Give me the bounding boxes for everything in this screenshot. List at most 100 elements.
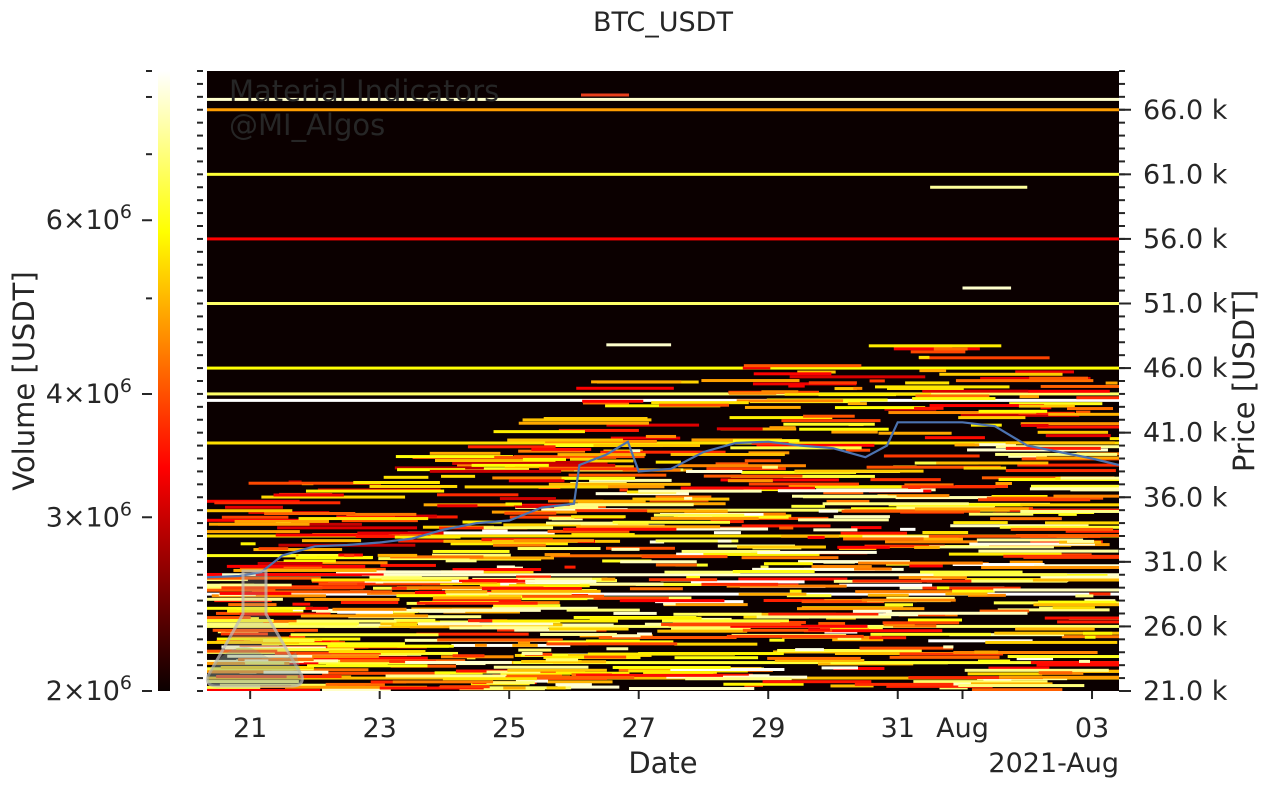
heat-cell [971,688,1063,691]
heat-cell [663,602,676,606]
heat-cell [1057,620,1119,624]
heat-cell [579,582,664,586]
heat-cell [394,535,461,539]
heat-cell [684,496,693,500]
heat-cell [727,479,773,483]
heat-cell [789,375,926,379]
heat-cell [571,515,626,519]
heat-cell [882,621,960,625]
heat-cell [939,372,1063,376]
heat-cell [1034,564,1119,568]
heat-cell [671,627,751,631]
heat-cell [899,652,1004,656]
heat-cell [853,386,863,390]
heat-cell [802,495,897,499]
heat-cell [777,489,924,493]
heat-cell [611,547,640,551]
heat-cell [493,665,589,669]
heat-cell [977,498,1091,502]
heat-cell [493,430,585,434]
heat-cell [238,658,314,662]
heat-cell [445,590,488,594]
heat-cell [549,627,629,631]
heat-cell [442,677,537,681]
heat-cell [686,469,743,473]
heat-cell [967,672,1043,676]
heat-cell [1045,434,1111,438]
heat-cell [1075,594,1094,598]
heat-cell [312,655,379,659]
heat-cell [968,593,1006,597]
heat-cell [678,464,806,468]
heat-cell [840,531,908,535]
heat-cell [976,538,1084,542]
heat-cell [500,671,630,675]
heat-cell [926,579,1068,583]
heat-cell [605,546,675,550]
x-axis: 21 23 25 27 29 31 Aug 03 [233,691,1109,744]
heat-cell [978,409,1048,413]
heat-cell [491,589,601,593]
heat-cell [606,485,665,489]
heat-cell [322,671,450,675]
heat-cell [469,556,554,560]
heat-cell [647,509,728,513]
heat-cell [394,466,484,470]
heat-cell [1084,635,1096,639]
heat-cell [1005,446,1101,450]
heat-cell [1015,370,1074,374]
heat-cell [913,680,1048,684]
heat-cell [1089,592,1111,596]
heat-cell [391,586,407,590]
heat-cell [220,666,315,670]
heat-cell [818,622,846,626]
heat-cell [240,542,256,546]
heat-cell [866,465,1001,469]
heat-cell [1032,578,1119,582]
heat-cell [655,495,712,499]
x-axis-offset-label: 2021-Aug [988,748,1119,779]
heat-cell [1020,509,1119,513]
heat-cell [796,607,925,611]
heat-cell [738,577,848,581]
heat-cell [898,576,967,580]
heat-cell [1067,407,1114,411]
heat-cell [813,528,858,532]
heat-cell [697,612,837,616]
heat-cell [263,670,329,674]
heat-cell [236,648,355,652]
heat-cell [822,502,969,506]
heat-cell [569,503,694,507]
heat-cell [645,434,677,438]
heat-cell [834,406,926,410]
heat-cell [936,461,1049,465]
heat-cell [870,478,941,482]
heat-cell [517,640,531,644]
heat-cell [443,610,520,614]
heat-cell [521,652,543,656]
heat-cell [918,356,1050,360]
heat-cell [997,608,1110,612]
heat-cell [732,570,815,574]
heat-cell [212,628,318,632]
heat-cell [619,599,725,603]
heat-cell [929,545,1054,549]
heat-cell [496,565,515,569]
heat-cell [1009,560,1043,564]
heat-cell [432,596,521,600]
heat-cell [723,682,804,686]
heat-cell [355,534,431,538]
heat-cell [1037,430,1109,434]
heat-cell [340,572,384,576]
heat-cell [513,539,594,543]
heat-cell [744,405,801,409]
heat-cell [783,422,875,426]
heat-cell [208,522,310,526]
heat-cell [933,573,1068,577]
heat-cell [655,460,681,464]
heat-cell [443,624,483,628]
heat-cell [981,476,1115,480]
heat-cell [546,686,566,690]
heat-cell [521,597,588,601]
heat-cell [251,590,393,594]
